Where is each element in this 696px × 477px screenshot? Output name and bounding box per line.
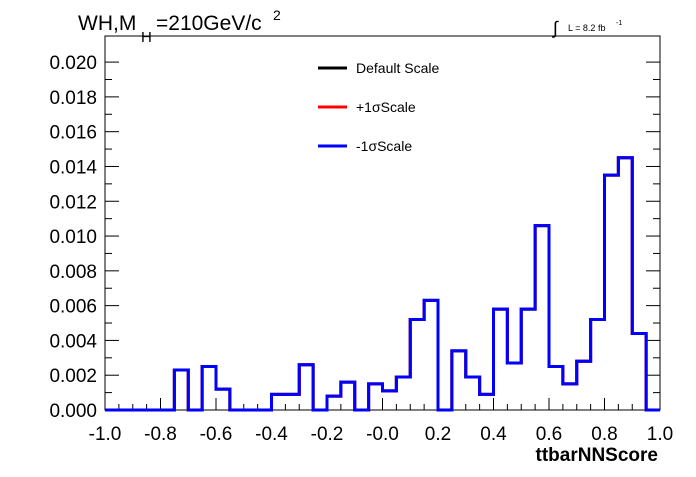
y-tick-label: 0.016 — [49, 123, 97, 144]
series-layer — [105, 156, 660, 412]
y-axis: 0.000 0.002 0.004 0.006 0.008 0.010 0.012 0.014… — [49, 53, 660, 422]
x-tick-label: -0.4 — [255, 424, 288, 445]
chart-title-main: WH,M — [78, 12, 136, 35]
legend: Default Scale +1σScale -1σScale — [318, 60, 439, 154]
x-tick-label: -0.2 — [311, 424, 344, 445]
x-axis-label: ttbarNNScore — [536, 445, 658, 466]
chart-title-superscript: 2 — [273, 7, 281, 23]
x-tick-label: 0.2 — [425, 424, 451, 445]
integral-symbol: ∫ — [551, 18, 559, 38]
y-tick-label: 0.002 — [49, 366, 97, 387]
x-tick-label: -0.6 — [200, 424, 233, 445]
x-tick-label: 1.0 — [647, 424, 673, 445]
x-tick-label: 0.6 — [536, 424, 562, 445]
y-tick-label: 0.012 — [49, 192, 97, 213]
lumi-label: L = 8.2 fb — [568, 23, 605, 33]
y-tick-label: 0.000 — [49, 401, 97, 422]
chart-title-subscript: H — [141, 29, 152, 46]
x-tick-label: -0.8 — [144, 424, 177, 445]
chart-title-rest: =210GeV/c — [156, 12, 262, 35]
x-tick-label: 0.4 — [480, 424, 507, 445]
x-axis: -1.0 -0.8 -0.6 -0.4 -0.2 -0.0 0.2 0.4 0.6 0.8 1.0 — [89, 398, 673, 445]
y-tick-label: 0.004 — [49, 331, 97, 352]
y-tick-label: 0.020 — [49, 53, 97, 74]
lumi-superscript: -1 — [616, 20, 622, 27]
y-tick-label: 0.010 — [49, 227, 97, 248]
x-tick-label: -0.0 — [366, 424, 399, 445]
y-tick-label: 0.006 — [49, 297, 97, 318]
y-tick-label: 0.018 — [49, 88, 97, 109]
legend-label: Default Scale — [356, 60, 439, 76]
y-tick-label: 0.008 — [49, 262, 97, 283]
y-tick-label: 0.014 — [49, 157, 97, 178]
series-line-2 — [105, 156, 660, 412]
x-tick-label: -1.0 — [89, 424, 122, 445]
legend-label: +1σScale — [356, 99, 416, 115]
x-tick-label: 0.8 — [591, 424, 617, 445]
legend-label: -1σScale — [356, 138, 412, 154]
